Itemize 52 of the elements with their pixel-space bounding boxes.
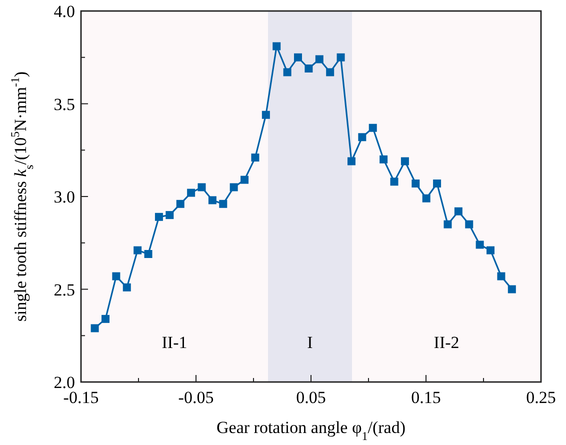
point: [347, 157, 356, 166]
y-tick-label: 3.5: [54, 94, 75, 114]
point: [101, 314, 110, 323]
point: [508, 285, 516, 294]
point: [304, 64, 313, 73]
band-label: I: [307, 333, 314, 352]
point: [476, 240, 484, 249]
y-tick-label: 4.0: [54, 2, 75, 21]
x-tick-label: 0.25: [526, 388, 556, 407]
band-label: II-2: [434, 333, 460, 352]
point: [272, 42, 281, 50]
point: [486, 246, 495, 254]
point: [198, 183, 206, 192]
point: [336, 53, 345, 62]
point: [219, 200, 228, 208]
point: [412, 180, 420, 188]
point: [134, 246, 142, 254]
point: [444, 220, 452, 228]
point: [166, 211, 174, 220]
point: [326, 68, 334, 76]
point: [90, 324, 99, 332]
point: [380, 155, 388, 164]
point: [390, 178, 398, 186]
point: [122, 283, 131, 292]
point: [497, 272, 506, 280]
point: [154, 212, 163, 221]
point: [187, 188, 196, 197]
point: [454, 207, 462, 216]
point: [251, 154, 260, 162]
point: [368, 124, 377, 132]
point: [176, 200, 184, 208]
band-label: II-1: [162, 333, 188, 352]
point: [230, 183, 238, 192]
point: [283, 68, 292, 76]
point: [262, 110, 270, 119]
x-tick-label: 0.05: [296, 388, 326, 407]
point: [208, 196, 216, 204]
point: [400, 157, 409, 166]
x-tick-label: -0.05: [178, 388, 214, 407]
y-tick-label: 2.5: [54, 280, 75, 300]
point: [240, 176, 249, 184]
point: [112, 272, 120, 280]
x-tick-label: 0.15: [411, 388, 441, 407]
point: [294, 53, 302, 62]
point: [315, 55, 324, 64]
point: [433, 180, 442, 188]
point: [144, 250, 152, 258]
point: [465, 220, 474, 228]
x-axis-title: Gear rotation angle φ$_{1}$/(rad): [216, 418, 406, 443]
point: [358, 133, 366, 142]
y-tick-label: 3.0: [54, 188, 75, 206]
point: [422, 194, 430, 202]
